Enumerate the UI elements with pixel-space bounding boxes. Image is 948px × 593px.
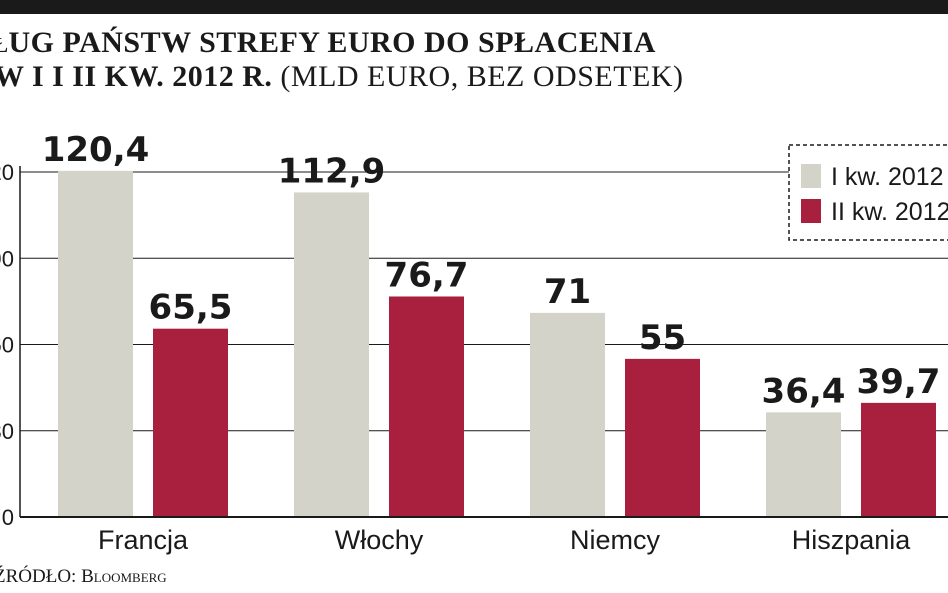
chart-title-line1: łUG PAŃSTW STREFY EURO DO SPŁACENIA: [0, 26, 656, 59]
data-label: 39,7: [857, 362, 941, 402]
bar: [153, 328, 228, 517]
bar: [294, 192, 369, 517]
data-label: 71: [544, 272, 591, 312]
data-label: 76,7: [385, 255, 469, 295]
x-tick-label: Hiszpania: [792, 525, 912, 555]
legend-swatch: [801, 164, 821, 188]
data-label: 65,5: [149, 288, 233, 328]
x-tick-label: Francja: [98, 525, 189, 555]
legend-label: I kw. 2012: [831, 163, 944, 191]
chart-title-period: W I I II KW. 2012 R.: [0, 60, 273, 93]
legend: I kw. 2012 II kw. 2012: [788, 144, 948, 241]
legend-box: [788, 144, 948, 241]
bars: [58, 170, 936, 517]
bar: [861, 402, 936, 517]
y-tick-label: 60: [0, 333, 14, 358]
bar: [530, 312, 605, 517]
chart-title-line2: W I I II KW. 2012 R. (MLD EURO, BEZ ODSE…: [0, 60, 684, 94]
y-tick-label: 0: [2, 505, 14, 530]
y-tick-label: 30: [0, 419, 14, 444]
data-label: 112,9: [278, 151, 386, 191]
chart-title-unit: (MLD EURO, BEZ ODSETEK): [280, 60, 684, 93]
source-note: ŹRÓDŁO: Bloomberg: [0, 566, 167, 587]
category-labels: Francja Włochy Niemcy Hiszpania: [98, 525, 911, 555]
value-labels: 120,4 65,5 112,9 76,7 71 55 36,4 39,7: [42, 130, 941, 412]
x-tick-label: Włochy: [335, 525, 424, 555]
bar: [389, 296, 464, 517]
data-label: 55: [639, 318, 686, 358]
x-tick-label: Niemcy: [570, 525, 661, 555]
y-tick-label: 120: [0, 160, 14, 185]
bar: [766, 412, 841, 517]
y-axis: 0 30 60 90 120: [0, 160, 21, 530]
bar: [625, 358, 700, 517]
legend-label: II kw. 2012: [831, 198, 948, 226]
top-bar: [0, 0, 948, 14]
y-tick-label: 90: [0, 246, 14, 271]
data-label: 36,4: [762, 371, 846, 411]
bar: [58, 170, 133, 517]
legend-swatch: [801, 199, 821, 223]
data-label: 120,4: [42, 130, 150, 170]
